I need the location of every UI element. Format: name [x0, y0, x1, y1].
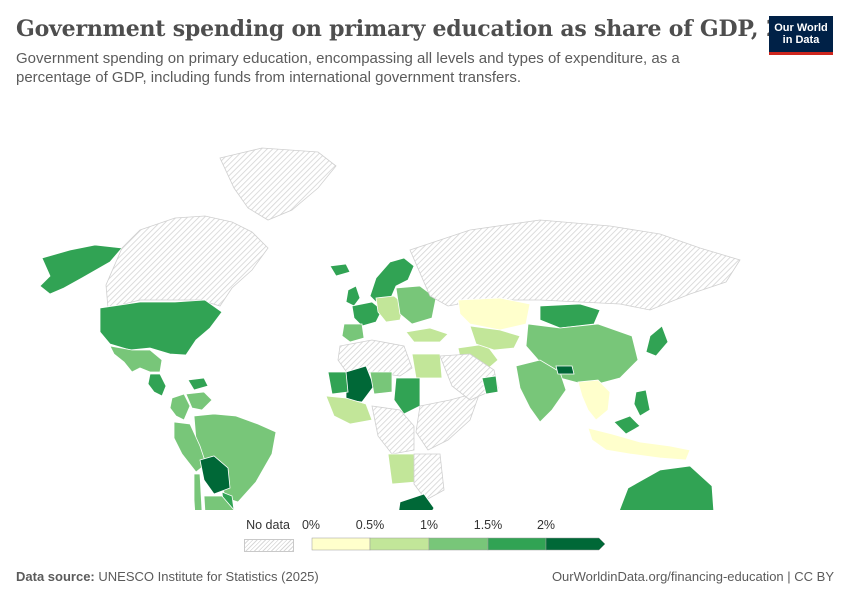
region-malaysia[interactable] — [613, 415, 641, 435]
region-mongolia[interactable] — [539, 303, 601, 329]
data-source: Data source: UNESCO Institute for Statis… — [16, 569, 319, 584]
region-greenland[interactable] — [219, 147, 337, 221]
legend-bin-0[interactable] — [311, 537, 371, 551]
region-united-kingdom[interactable] — [345, 285, 361, 307]
logo-line-1: Our World — [774, 22, 828, 34]
region-egypt[interactable] — [411, 353, 443, 379]
region-chile[interactable] — [193, 473, 214, 510]
region-mexico[interactable] — [109, 345, 163, 373]
region-argentina[interactable] — [203, 495, 235, 510]
legend-tick-0: 0% — [301, 518, 321, 532]
region-oman[interactable] — [481, 375, 499, 395]
region-sudan[interactable] — [393, 377, 421, 415]
legend-no-data-swatch[interactable] — [244, 539, 294, 552]
region-russia[interactable] — [409, 219, 741, 311]
region-angola[interactable] — [387, 453, 417, 485]
region-indonesia[interactable] — [587, 427, 691, 461]
data-source-text: UNESCO Institute for Statistics (2025) — [98, 569, 319, 584]
region-japan[interactable] — [645, 325, 669, 357]
region-turkey[interactable] — [405, 327, 449, 343]
region-central-europe[interactable] — [375, 295, 405, 323]
region-west-africa[interactable] — [325, 395, 373, 425]
region-bolivia[interactable] — [199, 455, 231, 495]
region-peru[interactable] — [173, 421, 207, 473]
region-niger[interactable] — [369, 371, 393, 395]
region-central-asia[interactable] — [469, 325, 521, 351]
region-caribbean[interactable] — [187, 377, 209, 391]
region-mali[interactable] — [345, 365, 375, 403]
region-mauritania[interactable] — [327, 371, 349, 395]
legend-tick-1: 0.5% — [355, 518, 385, 532]
region-southeast-asia[interactable] — [577, 379, 611, 421]
region-western-europe[interactable] — [351, 301, 383, 327]
legend-tick-4: 2% — [536, 518, 556, 532]
legend-tick-2: 1% — [419, 518, 439, 532]
region-alaska[interactable] — [39, 244, 123, 295]
chart-title: Government spending on primary education… — [16, 16, 827, 42]
region-south-africa[interactable] — [398, 493, 435, 510]
region-canada[interactable] — [105, 215, 269, 309]
world-map[interactable] — [0, 110, 850, 510]
region-venezuela[interactable] — [185, 391, 213, 411]
region-united-states[interactable] — [99, 299, 223, 356]
source-url[interactable]: OurWorldinData.org/financing-education |… — [551, 569, 834, 584]
region-iberia[interactable] — [341, 323, 365, 343]
region-iceland[interactable] — [329, 263, 351, 277]
region-eastern-europe[interactable] — [395, 285, 437, 325]
region-north-africa[interactable] — [337, 339, 413, 377]
region-east-africa[interactable] — [415, 391, 481, 451]
legend-bin-4[interactable] — [545, 537, 606, 551]
region-philippines[interactable] — [633, 389, 651, 417]
region-southern-africa[interactable] — [413, 453, 445, 501]
legend-bin-2[interactable] — [428, 537, 489, 551]
region-australia[interactable] — [618, 465, 715, 510]
legend-no-data-label: No data — [246, 518, 290, 532]
region-colombia[interactable] — [169, 393, 191, 421]
region-kazakhstan[interactable] — [457, 297, 531, 331]
legend-bin-3[interactable] — [487, 537, 547, 551]
region-central-america[interactable] — [147, 373, 167, 397]
region-india[interactable] — [515, 359, 567, 423]
legend-tick-3: 1.5% — [473, 518, 503, 532]
data-source-label: Data source: — [16, 569, 95, 584]
owid-logo[interactable]: Our World in Data — [769, 16, 833, 55]
logo-line-2: in Data — [782, 34, 820, 46]
legend-bin-1[interactable] — [369, 537, 430, 551]
region-nepal[interactable] — [555, 365, 575, 375]
map-legend: No data 0% 0.5% 1% 1.5% 2% — [0, 515, 850, 555]
region-central-africa[interactable] — [371, 405, 415, 455]
region-arabian-peninsula[interactable] — [439, 353, 499, 401]
chart-subtitle: Government spending on primary education… — [16, 50, 680, 86]
